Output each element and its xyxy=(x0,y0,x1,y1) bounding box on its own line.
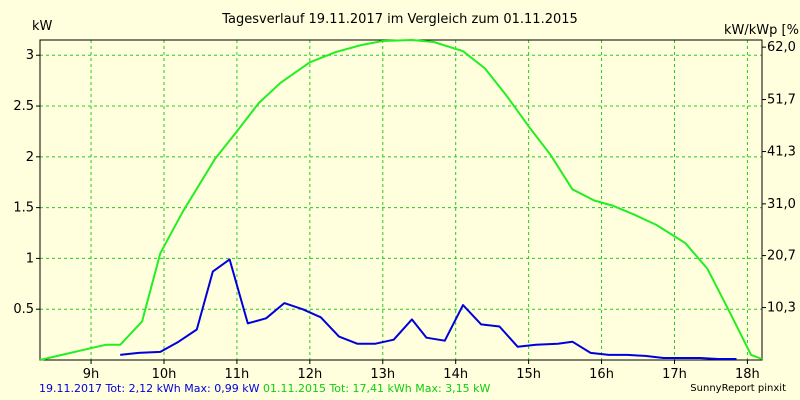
x-tick-label: 17h xyxy=(662,367,687,382)
legend-series-2: 01.11.2015 Tot: 17,41 kWh Max: 3,15 kW xyxy=(262,382,491,395)
x-tick-label: 12h xyxy=(297,367,322,382)
y-tick-label: 3 xyxy=(26,48,34,63)
legend: 19.11.2017 Tot: 2,12 kWh Max: 0,99 kW 01… xyxy=(39,382,490,395)
x-tick-label: 16h xyxy=(589,367,614,382)
credit-text: SunnyReport pinxit xyxy=(690,383,786,394)
x-tick-label: 15h xyxy=(516,367,541,382)
x-tick-label: 9h xyxy=(83,367,100,382)
x-tick-label: 11h xyxy=(225,367,250,382)
y2-tick-label: 31,0 xyxy=(767,197,796,212)
x-tick-label: 13h xyxy=(370,367,395,382)
legend-series-1: 19.11.2017 Tot: 2,12 kWh Max: 0,99 kW xyxy=(39,382,260,395)
y-tick-label: 0.5 xyxy=(13,302,34,317)
y2-tick-label: 10,3 xyxy=(767,301,796,316)
series-line-2 xyxy=(39,39,763,361)
y2-axis-label: kW/kWp [%] xyxy=(724,23,800,38)
y-axis-label: kW xyxy=(32,19,53,34)
series-line-1 xyxy=(120,258,737,360)
y2-tick-label: 62,0 xyxy=(767,40,796,55)
y2-tick-label: 20,7 xyxy=(767,249,796,264)
y-tick-label: 2.5 xyxy=(13,99,34,114)
y-tick-label: 2 xyxy=(26,150,34,165)
plot-frame xyxy=(39,39,763,361)
y-tick-label: 1 xyxy=(26,251,34,266)
y2-tick-label: 41,3 xyxy=(767,145,796,160)
y2-tick-label: 51,7 xyxy=(767,93,796,108)
plot-area: 9h 10h 11h 12h 13h 14h 15h 16h 17h 18h 0.5 1 1.5 2 2.5… xyxy=(13,39,796,382)
y-tick-label: 1.5 xyxy=(13,201,34,216)
x-tick-label: 10h xyxy=(152,367,177,382)
x-tick-label: 14h xyxy=(443,367,468,382)
x-tick-label: 18h xyxy=(735,367,760,382)
chart-title: Tagesverlauf 19.11.2017 im Vergleich zum… xyxy=(221,12,578,27)
